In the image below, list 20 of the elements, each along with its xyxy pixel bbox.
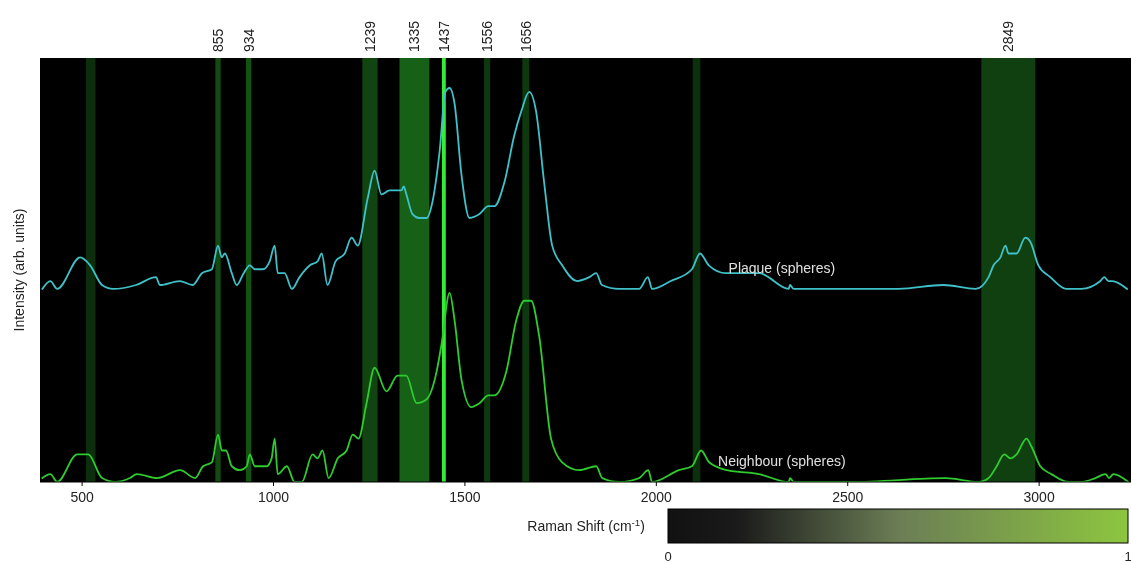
color-bar-label: 0 [664, 549, 672, 564]
y-axis-title: Intensity (arb. units) [11, 208, 27, 332]
x-tick-label: 500 [70, 489, 94, 505]
band-label: 1556 [479, 20, 496, 52]
x-tick-label: 1000 [257, 489, 290, 505]
band-label: 1335 [406, 20, 423, 52]
band-label: 1437 [435, 20, 452, 52]
band-label: 1656 [517, 20, 534, 52]
x-tick-label: 2500 [832, 489, 864, 505]
color-bar-label: 1 [1124, 549, 1131, 564]
series-label: Neighbour (spheres) [718, 453, 846, 469]
band-label: 1239 [361, 20, 378, 52]
x-axis-title: Raman Shift (cm$^{-1}$) [527, 516, 645, 534]
band-label: 2849 [1000, 20, 1017, 52]
x-tick-label: 3000 [1023, 489, 1055, 505]
series-label: Plaque (spheres) [728, 259, 836, 276]
band-label: 855 [210, 28, 227, 52]
band-label: 934 [240, 28, 257, 52]
x-tick-label: 1500 [449, 489, 481, 505]
x-tick-label: 2000 [640, 489, 673, 505]
